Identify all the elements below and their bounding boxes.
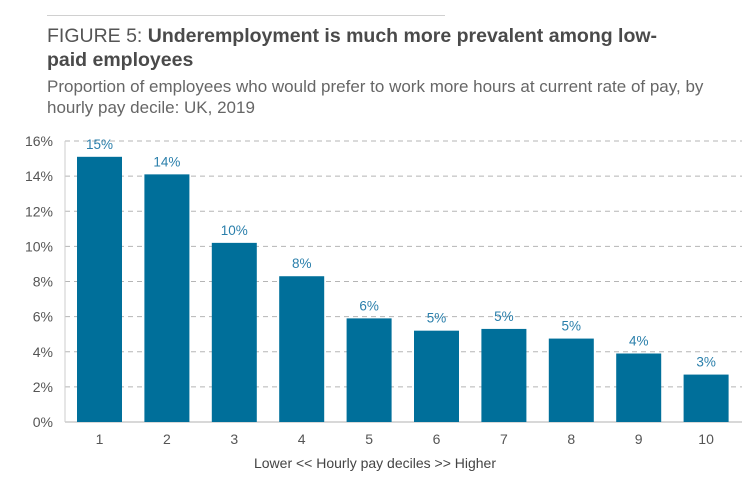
- y-tick-label: 6%: [33, 309, 53, 325]
- x-tick-label: 7: [500, 431, 508, 447]
- bar: [616, 353, 662, 422]
- y-tick-label: 10%: [25, 238, 53, 254]
- figure-label: FIGURE 5:: [47, 25, 148, 47]
- chart-title: FIGURE 5: Underemployment is much more p…: [47, 24, 667, 72]
- y-tick-label: 4%: [33, 344, 53, 360]
- bar: [414, 330, 459, 422]
- bar: [144, 174, 190, 422]
- bar: [683, 374, 729, 422]
- bar: [279, 276, 325, 422]
- chart-subtitle: Proportion of employees who would prefer…: [47, 77, 704, 117]
- x-axis-label: Lower << Hourly pay deciles >> Higher: [254, 455, 496, 471]
- data-label: 8%: [292, 256, 312, 271]
- y-axis-ticks: 0% 2% 4% 6% 8% 10% 12% 14% 16%: [25, 133, 53, 430]
- y-tick-label: 8%: [33, 274, 53, 290]
- x-tick-label: 3: [230, 431, 238, 447]
- data-label: 10%: [221, 223, 248, 238]
- x-tick-label: 6: [433, 431, 441, 447]
- title-text: Underemployment is much more prevalent a…: [47, 25, 658, 71]
- data-label: 5%: [427, 311, 447, 326]
- y-tick-label: 0%: [33, 414, 53, 430]
- top-rule: [47, 15, 445, 16]
- x-tick-label: 2: [163, 431, 171, 447]
- bars: [77, 156, 729, 422]
- data-label: 14%: [153, 154, 180, 169]
- data-label: 5%: [562, 319, 582, 334]
- x-tick-label: 8: [567, 431, 575, 447]
- x-tick-label: 5: [365, 431, 373, 447]
- x-tick-label: 1: [96, 431, 104, 447]
- x-tick-label: 4: [298, 431, 306, 447]
- y-tick-label: 16%: [25, 133, 53, 149]
- bar: [481, 328, 527, 422]
- y-tick-label: 12%: [25, 203, 53, 219]
- y-tick-label: 14%: [25, 168, 53, 184]
- bar: [346, 318, 392, 422]
- data-label: 3%: [696, 355, 716, 370]
- data-label: 4%: [629, 334, 649, 349]
- x-tick-label: 10: [698, 431, 714, 447]
- x-axis-ticks: 1 2 3 4 5 6 7 8 9 10: [96, 431, 714, 447]
- y-tick-label: 2%: [33, 379, 53, 395]
- data-label: 5%: [494, 309, 514, 324]
- bar: [211, 242, 257, 422]
- data-label: 6%: [359, 298, 379, 313]
- bar: [548, 338, 594, 422]
- bar: [77, 156, 122, 422]
- data-labels: 15% 14% 10% 8% 6% 5% 5% 5% 4% 3%: [86, 137, 716, 370]
- data-label: 15%: [86, 137, 113, 152]
- x-tick-label: 9: [635, 431, 643, 447]
